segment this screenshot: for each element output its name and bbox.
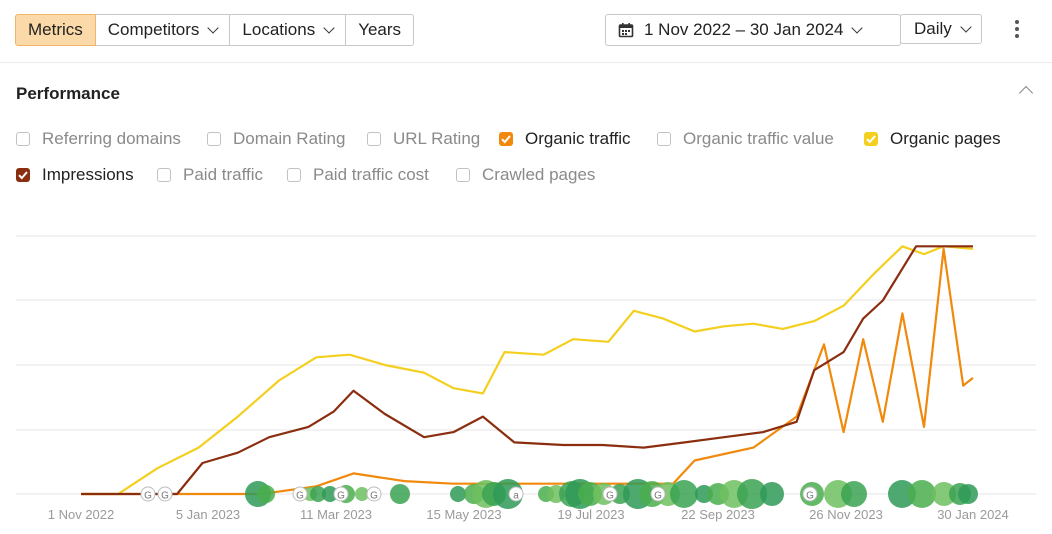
event-bubble <box>355 487 369 501</box>
series-line-organic-traffic <box>81 247 974 496</box>
series-line-organic-pages <box>81 245 974 496</box>
x-tick-label: 19 Jul 2023 <box>557 507 624 522</box>
toolbar: Metrics Competitors Locations Years 1 No… <box>0 0 1052 63</box>
metric-checkbox-domain-rating[interactable]: Domain Rating <box>207 128 345 150</box>
tab-locations-label: Locations <box>242 20 316 39</box>
tab-metrics-label: Metrics <box>28 20 83 39</box>
google-update-marker-icon <box>157 486 173 502</box>
event-bubble <box>737 479 767 509</box>
checkbox-icon <box>657 132 671 146</box>
series-line-impressions <box>81 245 973 496</box>
google-update-marker-label: a <box>513 491 519 502</box>
tab-locations[interactable]: Locations <box>229 14 347 46</box>
chevron-up-icon[interactable] <box>1018 85 1034 101</box>
x-tick-label: 26 Nov 2023 <box>809 507 883 522</box>
checkbox-icon <box>157 168 171 182</box>
metric-label: Referring domains <box>42 129 181 148</box>
chevron-down-icon <box>207 22 220 34</box>
google-update-marker-label: G <box>606 491 614 502</box>
event-bubble <box>841 481 867 507</box>
metric-checkbox-crawled-pages[interactable]: Crawled pages <box>456 164 595 186</box>
x-tick-label: 5 Jan 2023 <box>176 507 240 522</box>
granularity-select[interactable]: Daily <box>900 14 982 44</box>
checkbox-icon <box>287 168 301 182</box>
event-bubble <box>450 486 466 502</box>
google-update-marker-label: G <box>337 491 345 502</box>
metric-label: Domain Rating <box>233 129 346 148</box>
google-update-marker-label: G <box>806 491 814 502</box>
chevron-down-icon <box>851 22 864 34</box>
google-update-marker-label: G <box>654 491 662 502</box>
checkbox-icon <box>367 132 381 146</box>
tab-years-label: Years <box>358 20 402 39</box>
event-bubble <box>888 480 916 508</box>
tab-years[interactable]: Years <box>345 14 415 46</box>
checkbox-icon <box>207 132 221 146</box>
event-bubble <box>958 484 978 504</box>
metric-label: Organic traffic <box>525 129 631 148</box>
google-update-marker-label: G <box>144 491 152 502</box>
metric-checkbox-organic-pages[interactable]: Organic pages <box>864 128 1001 150</box>
event-bubble <box>670 480 698 508</box>
metric-label: URL Rating <box>393 129 481 148</box>
google-update-marker-label: G <box>296 491 304 502</box>
checkbox-icon <box>456 168 470 182</box>
metric-label: Impressions <box>42 165 134 184</box>
event-bubble <box>760 482 784 506</box>
metric-checkbox-organic-traffic-value[interactable]: Organic traffic value <box>657 128 834 150</box>
x-tick-label: 30 Jan 2024 <box>937 507 1009 522</box>
metric-checkbox-organic-traffic[interactable]: Organic traffic <box>499 128 631 150</box>
metric-checkbox-url-rating[interactable]: URL Rating <box>367 128 480 150</box>
google-update-marker-icon <box>802 486 818 502</box>
event-bubble <box>322 486 338 502</box>
metric-checkbox-referring-domains[interactable]: Referring domains <box>16 128 181 150</box>
metric-label: Organic pages <box>890 129 1001 148</box>
x-tick-label: 11 Mar 2023 <box>300 507 372 522</box>
google-update-marker-icon <box>508 486 524 502</box>
google-update-marker-label: G <box>161 491 169 502</box>
date-range-picker[interactable]: 1 Nov 2022 – 30 Jan 2024 <box>605 14 901 46</box>
chevron-down-icon <box>323 22 335 34</box>
google-update-marker-icon <box>333 486 349 502</box>
x-tick-label: 1 Nov 2022 <box>48 507 115 522</box>
event-bubble <box>493 479 523 509</box>
checkbox-icon <box>16 132 30 146</box>
metric-label: Crawled pages <box>482 165 596 184</box>
event-bubble <box>932 482 956 506</box>
x-tick-label: 22 Sep 2023 <box>681 507 755 522</box>
metric-checkbox-impressions[interactable]: Impressions <box>16 164 134 186</box>
metric-checkbox-paid-traffic[interactable]: Paid traffic <box>157 164 263 186</box>
checkbox-checked-icon <box>864 132 878 146</box>
granularity-label: Daily <box>914 19 952 38</box>
checkbox-checked-icon <box>16 168 30 182</box>
checkbox-checked-icon <box>499 132 513 146</box>
google-update-marker-icon <box>140 486 156 502</box>
event-bubble <box>310 486 326 502</box>
section-title: Performance <box>16 84 120 103</box>
date-range-label: 1 Nov 2022 – 30 Jan 2024 <box>644 20 844 39</box>
x-tick-label: 15 May 2023 <box>426 507 501 522</box>
calendar-icon <box>618 23 634 38</box>
chevron-down-icon <box>960 21 972 33</box>
event-bubble <box>390 484 410 504</box>
event-bubble <box>908 480 936 508</box>
metric-label: Organic traffic value <box>683 129 834 148</box>
metric-label: Paid traffic <box>183 165 264 184</box>
google-update-marker-label: G <box>370 491 378 502</box>
metric-checkbox-paid-traffic-cost[interactable]: Paid traffic cost <box>287 164 429 186</box>
tab-metrics[interactable]: Metrics <box>15 14 96 46</box>
view-tabs: Metrics Competitors Locations Years <box>15 14 415 46</box>
metric-label: Paid traffic cost <box>313 165 429 184</box>
event-bubble <box>257 485 275 503</box>
google-update-marker-icon <box>650 486 666 502</box>
google-update-marker-icon <box>602 486 618 502</box>
google-update-marker-icon <box>292 486 308 502</box>
tab-competitors-label: Competitors <box>107 20 200 39</box>
tab-competitors[interactable]: Competitors <box>94 14 231 46</box>
more-vertical-icon[interactable] <box>1010 20 1024 40</box>
google-update-marker-icon <box>366 486 382 502</box>
